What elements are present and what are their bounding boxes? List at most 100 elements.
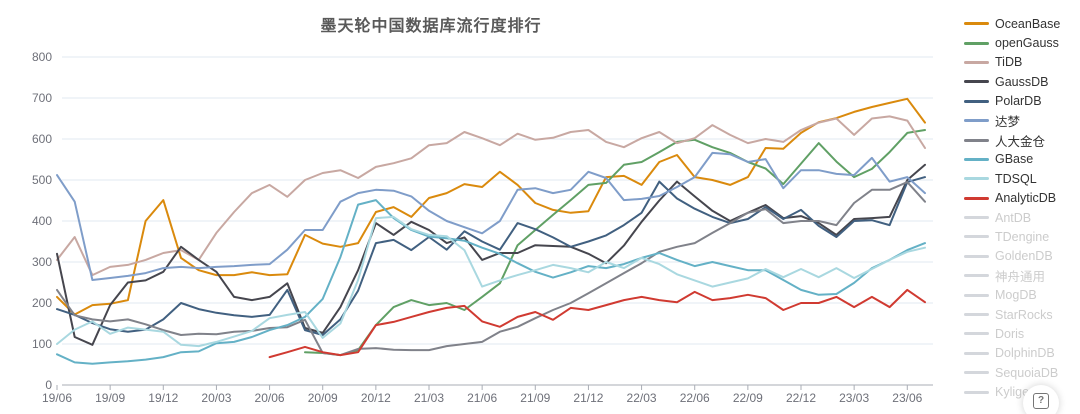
x-axis-label: 20/06 xyxy=(255,391,285,405)
y-axis-label: 100 xyxy=(32,337,52,351)
help-button[interactable]: ? xyxy=(1023,385,1059,414)
legend-swatch xyxy=(964,60,989,64)
legend-label: 达梦 xyxy=(995,115,1021,130)
legend-item-PolarDB[interactable]: PolarDB xyxy=(964,92,1080,111)
x-axis-label: 22/03 xyxy=(627,391,657,405)
series-line-OceanBase xyxy=(56,97,926,316)
legend-swatch xyxy=(964,254,989,258)
y-axis-label: 200 xyxy=(32,296,52,310)
x-axis-label: 20/12 xyxy=(361,391,391,405)
x-axis-label: 21/12 xyxy=(573,391,603,405)
legend-item-人大金仓[interactable]: 人大金仓 xyxy=(964,130,1080,149)
legend-label: openGauss xyxy=(995,36,1059,51)
x-axis-label: 22/06 xyxy=(680,391,710,405)
legend-swatch xyxy=(964,235,989,239)
y-axis-label: 400 xyxy=(32,214,52,228)
legend-label: 人大金仓 xyxy=(995,134,1046,149)
legend-swatch xyxy=(964,22,989,26)
legend: OceanBase openGauss TiDB GaussDB PolarDB 达梦人大… xyxy=(964,14,1080,402)
legend-swatch xyxy=(964,371,989,375)
legend-label: GBase xyxy=(995,152,1034,167)
legend-label: PolarDB xyxy=(995,94,1042,109)
legend-item-openGauss[interactable]: openGauss xyxy=(964,33,1080,52)
legend-label: AnalyticDB xyxy=(995,191,1057,206)
legend-item-达梦[interactable]: 达梦 xyxy=(964,111,1080,130)
legend-label: AntDB xyxy=(995,210,1032,225)
x-axis-label: 21/06 xyxy=(467,391,497,405)
legend-item-GaussDB[interactable]: GaussDB xyxy=(964,72,1080,91)
x-axis-label: 22/12 xyxy=(786,391,816,405)
series-line-达梦 xyxy=(56,151,926,281)
legend-swatch xyxy=(964,390,989,394)
legend-label: StarRocks xyxy=(995,307,1053,322)
series-line-openGauss xyxy=(304,129,926,357)
y-axis-label: 700 xyxy=(32,91,52,105)
legend-swatch xyxy=(964,138,989,142)
legend-swatch xyxy=(964,80,989,84)
y-axis-label: 600 xyxy=(32,132,52,146)
legend-swatch xyxy=(964,177,989,181)
series-line-GBase xyxy=(56,199,926,365)
legend-item-神舟通用[interactable]: 神舟通用 xyxy=(964,266,1080,285)
legend-swatch xyxy=(964,351,989,355)
legend-item-TDSQL[interactable]: TDSQL xyxy=(964,169,1080,188)
legend-swatch xyxy=(964,157,989,161)
x-axis-label: 19/09 xyxy=(95,391,125,405)
legend-item-Doris[interactable]: Doris xyxy=(964,324,1080,343)
y-axis-label: 0 xyxy=(45,378,52,392)
series-line-TiDB xyxy=(56,115,926,277)
legend-swatch xyxy=(964,99,989,103)
legend-item-OceanBase[interactable]: OceanBase xyxy=(964,14,1080,33)
question-mark-icon: ? xyxy=(1033,393,1049,409)
legend-item-StarRocks[interactable]: StarRocks xyxy=(964,305,1080,324)
legend-item-SequoiaDB[interactable]: SequoiaDB xyxy=(964,363,1080,382)
legend-label: GaussDB xyxy=(995,74,1049,89)
legend-label: TDengine xyxy=(995,229,1050,244)
plot-area[interactable]: 0 100 200 300 400 500 600 700 800 19/06 19/09 19/12… xyxy=(0,0,960,414)
x-axis-label: 21/03 xyxy=(414,391,444,405)
x-axis-label: 20/09 xyxy=(308,391,338,405)
legend-item-Kyligence[interactable]: Kyligence xyxy=(964,382,1080,401)
legend-item-AntDB[interactable]: AntDB xyxy=(964,208,1080,227)
legend-swatch xyxy=(964,313,989,317)
legend-label: 神舟通用 xyxy=(995,270,1046,285)
legend-label: GoldenDB xyxy=(995,249,1053,264)
legend-item-GBase[interactable]: GBase xyxy=(964,150,1080,169)
x-axis-label: 22/09 xyxy=(733,391,763,405)
series-line-AnalyticDB xyxy=(268,288,926,359)
x-axis-label: 23/03 xyxy=(839,391,869,405)
legend-label: OceanBase xyxy=(995,16,1061,31)
legend-label: SequoiaDB xyxy=(995,365,1059,380)
series-line-PolarDB xyxy=(56,176,926,336)
legend-label: TiDB xyxy=(995,55,1023,70)
chart-title: 墨天轮中国数据库流行度排行 xyxy=(320,18,542,35)
legend-swatch xyxy=(964,293,989,297)
legend-label: Doris xyxy=(995,326,1025,341)
legend-swatch xyxy=(964,41,989,45)
x-axis-label: 19/12 xyxy=(148,391,178,405)
x-axis-label: 19/06 xyxy=(42,391,72,405)
x-axis-label: 21/09 xyxy=(520,391,550,405)
series-line-GaussDB xyxy=(56,163,926,346)
legend-swatch xyxy=(964,332,989,336)
x-axis-label: 20/03 xyxy=(201,391,231,405)
legend-swatch xyxy=(964,216,989,220)
legend-label: DolphinDB xyxy=(995,346,1055,361)
y-axis-label: 800 xyxy=(32,50,52,64)
legend-item-MogDB[interactable]: MogDB xyxy=(964,285,1080,304)
legend-label: MogDB xyxy=(995,288,1037,303)
legend-item-AnalyticDB[interactable]: AnalyticDB xyxy=(964,189,1080,208)
series-line-人大金仓 xyxy=(56,181,926,357)
legend-item-DolphinDB[interactable]: DolphinDB xyxy=(964,344,1080,363)
series-line-TDSQL xyxy=(56,215,926,348)
legend-item-TiDB[interactable]: TiDB xyxy=(964,53,1080,72)
legend-item-GoldenDB[interactable]: GoldenDB xyxy=(964,247,1080,266)
legend-swatch xyxy=(964,119,989,123)
y-axis-label: 500 xyxy=(32,173,52,187)
y-axis-label: 300 xyxy=(32,255,52,269)
legend-label: TDSQL xyxy=(995,171,1037,186)
legend-swatch xyxy=(964,196,989,200)
x-axis-label: 23/06 xyxy=(892,391,922,405)
legend-item-TDengine[interactable]: TDengine xyxy=(964,227,1080,246)
